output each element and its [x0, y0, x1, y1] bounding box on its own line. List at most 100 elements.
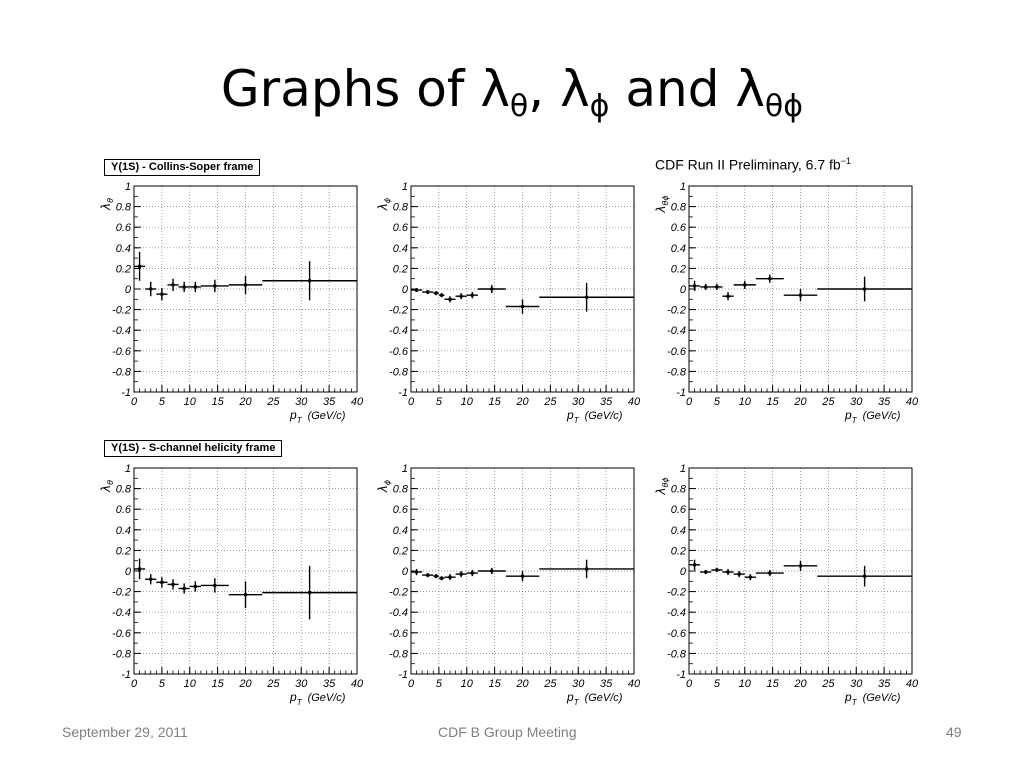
- x-tick-label: 15: [489, 396, 502, 408]
- data-point: [189, 281, 201, 293]
- data-marker: [799, 293, 802, 297]
- data-point: [167, 278, 179, 292]
- x-tick-label: 30: [850, 678, 863, 690]
- x-tick-label: 10: [739, 396, 752, 408]
- y-axis-label-sub: θϕ: [661, 195, 670, 206]
- data-point: [539, 559, 634, 579]
- data-marker: [585, 295, 589, 299]
- data-point: [422, 290, 434, 295]
- data-point: [228, 275, 263, 295]
- data-point: [505, 299, 540, 314]
- y-tick-label: 0.2: [116, 545, 131, 557]
- x-axis-label-base: p: [844, 408, 852, 422]
- data-point: [700, 283, 712, 291]
- y-tick-label: -0.6: [667, 628, 687, 640]
- data-point: [411, 568, 423, 576]
- data-point: [200, 279, 229, 293]
- x-tick-label: 25: [543, 396, 557, 408]
- x-tick-label: 5: [159, 678, 166, 690]
- data-marker: [182, 587, 186, 591]
- data-point: [167, 579, 179, 590]
- x-axis-unit: (GeV/c): [308, 410, 346, 422]
- data-marker: [149, 287, 153, 291]
- y-tick-label: -0.6: [389, 346, 409, 358]
- data-marker: [415, 288, 419, 292]
- x-axis-label-sub: T: [297, 416, 303, 425]
- data-marker: [704, 570, 708, 574]
- y-tick-label: -0.2: [112, 587, 131, 599]
- y-tick-label: 0.8: [116, 484, 132, 496]
- y-tick-label: 0.2: [116, 263, 131, 275]
- x-axis-label-base: p: [566, 408, 574, 422]
- plot-frame: [410, 467, 635, 675]
- data-point: [455, 293, 467, 300]
- cdf-preliminary-label: CDF Run II Preliminary, 6.7 fb−1: [655, 156, 851, 173]
- x-tick-label: 15: [767, 396, 780, 408]
- x-axis-unit: (GeV/c): [585, 692, 623, 704]
- data-point: [156, 577, 168, 588]
- data-point: [466, 569, 478, 577]
- x-tick-label: 40: [351, 678, 364, 690]
- collins-soper-frame-label: Υ(1S) - Collins-Soper frame: [104, 159, 261, 176]
- y-tick-label: -0.6: [389, 628, 409, 640]
- x-axis-label-base: p: [289, 690, 297, 704]
- data-marker: [748, 575, 752, 579]
- data-point: [711, 567, 723, 573]
- x-tick-label: 5: [714, 678, 721, 690]
- title-sub-phi: ϕ: [589, 89, 610, 124]
- x-tick-label: 25: [821, 678, 835, 690]
- x-axis-label: pT (GeV/c): [844, 408, 901, 425]
- data-point: [711, 283, 723, 291]
- y-tick-label: -0.6: [667, 346, 687, 358]
- y-axis-label-sub: θ: [106, 198, 115, 203]
- y-axis-label-base: λ: [376, 203, 390, 211]
- y-tick-label: 0: [680, 566, 687, 578]
- x-tick-label: 15: [489, 678, 502, 690]
- data-marker: [171, 582, 175, 586]
- data-marker: [715, 568, 719, 572]
- data-marker: [715, 285, 719, 289]
- y-tick-label: 0.6: [116, 222, 132, 234]
- data-marker: [171, 283, 175, 287]
- y-axis-label-base: λ: [99, 485, 113, 493]
- data-marker: [415, 570, 419, 574]
- y-tick-label: 0: [402, 566, 409, 578]
- data-marker: [213, 284, 217, 288]
- data-point: [228, 581, 263, 609]
- data-marker: [726, 294, 730, 298]
- y-tick-label: 0.8: [116, 202, 132, 214]
- x-tick-label: 25: [821, 396, 835, 408]
- x-tick-label: 10: [739, 678, 752, 690]
- x-tick-label: 15: [767, 678, 780, 690]
- data-point: [755, 274, 784, 283]
- x-tick-label: 30: [572, 396, 585, 408]
- data-point: [733, 571, 745, 578]
- y-tick-label: 0.6: [116, 504, 132, 516]
- y-axis-label-base: λ: [376, 485, 390, 493]
- title-mid-1: , λ: [528, 60, 590, 118]
- data-marker: [737, 572, 741, 576]
- data-point: [689, 559, 701, 570]
- title-main: Graphs of λ: [220, 60, 510, 118]
- y-tick-label: -0.4: [112, 325, 131, 337]
- data-point: [145, 574, 157, 585]
- y-tick-label: -1: [121, 669, 131, 681]
- data-point: [783, 289, 818, 302]
- cdf-preliminary-exponent: −1: [840, 156, 851, 166]
- x-tick-label: 20: [793, 678, 807, 690]
- y-tick-label: -0.6: [112, 628, 132, 640]
- data-point: [438, 293, 445, 298]
- y-axis-label: λθ: [99, 198, 115, 211]
- x-tick-label: 40: [628, 678, 641, 690]
- y-tick-label: 1: [125, 181, 131, 193]
- x-tick-label: 25: [266, 396, 280, 408]
- plot-lambda-thetaphi-hx: 10.80.60.40.20-0.2-0.4-0.6-0.8-10 5 10 15 20…: [654, 463, 919, 707]
- y-tick-label: -0.8: [667, 648, 687, 660]
- y-tick-label: -0.4: [667, 325, 686, 337]
- data-marker: [768, 277, 772, 281]
- plot-frame: [688, 467, 913, 675]
- data-marker: [459, 572, 463, 576]
- data-point: [262, 565, 357, 620]
- y-tick-label: -0.4: [389, 325, 408, 337]
- x-tick-label: 30: [572, 678, 585, 690]
